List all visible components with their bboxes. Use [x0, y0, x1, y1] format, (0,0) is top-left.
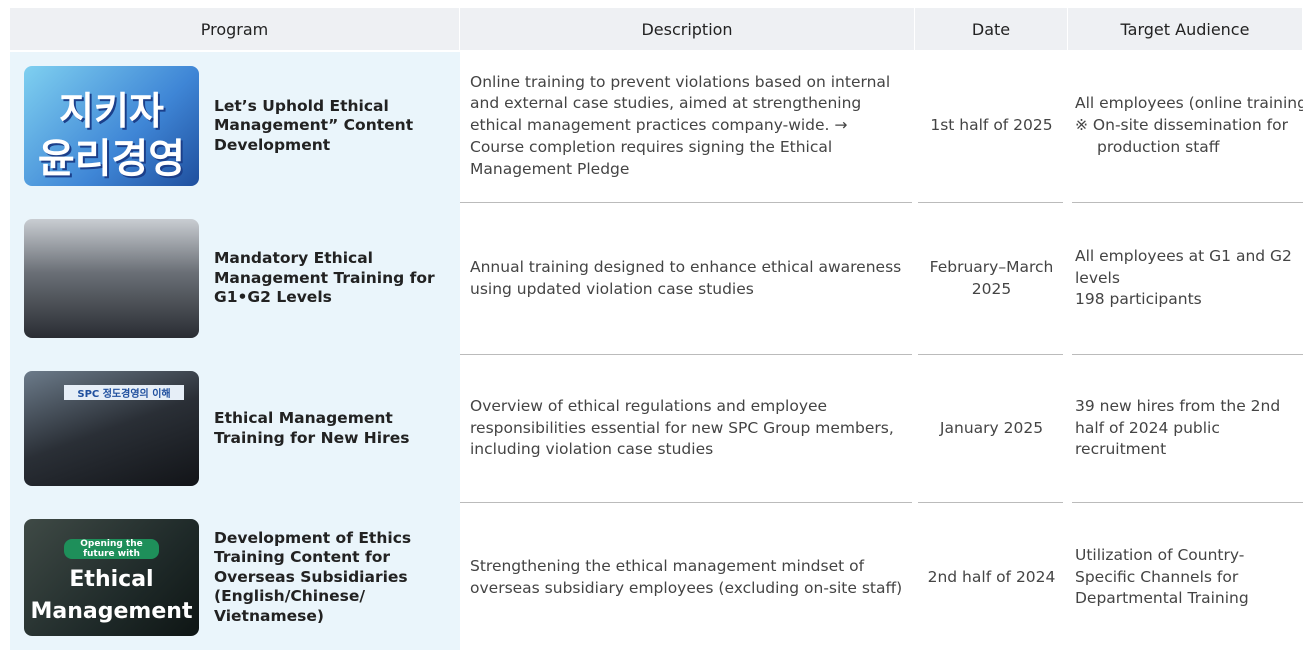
audience-text: 39 new hires from the 2nd half of 2024 p… [1075, 396, 1281, 459]
date: February–March 2025 [929, 257, 1054, 298]
description: Overview of ethical regulations and empl… [470, 396, 894, 459]
description: Online training to prevent violations ba… [470, 72, 891, 178]
target-audience: All employees (online training) ※ On-site… [1075, 52, 1303, 200]
program-image: Opening the future with Ethical Management [24, 519, 199, 636]
column-header: Date [915, 8, 1068, 50]
description: Strengthening the ethical management min… [470, 556, 903, 597]
row-separator [918, 202, 1063, 203]
row-separator [460, 502, 912, 503]
column-header: Target Audience [1068, 8, 1303, 50]
audience-text: All employees (online training) [1075, 94, 1303, 113]
program-image [24, 219, 199, 338]
target-audience: Utilization of Country-Specific Channels… [1075, 505, 1303, 650]
program-image: SPC 정도경영의 이해 [24, 371, 199, 486]
image-caption: Ethical [69, 567, 154, 592]
program-name: Let’s Uphold Ethical Management” Content… [214, 96, 414, 154]
image-caption: Management [30, 599, 193, 624]
program-name: Development of Ethics Training Content f… [214, 529, 412, 625]
audience-text: ※ On-site dissemination for production s… [1075, 116, 1288, 156]
date: 1st half of 2025 [930, 116, 1053, 135]
row-separator [918, 502, 1063, 503]
row-separator [1072, 354, 1303, 355]
date: 2nd half of 2024 [927, 567, 1056, 586]
image-caption: SPC 정도경영의 이해 [64, 385, 184, 400]
row-separator [1072, 202, 1303, 203]
column-header: Program [10, 8, 460, 50]
audience-text: 198 participants [1075, 290, 1202, 309]
description: Annual training designed to enhance ethi… [470, 257, 902, 298]
program-name: Ethical Management Training for New Hire… [214, 409, 410, 447]
image-caption: 윤리경영 [37, 136, 186, 182]
row-separator [460, 202, 912, 203]
program-image: 지키자 윤리경영 [24, 66, 199, 186]
row-separator [1072, 502, 1303, 503]
column-header: Description [460, 8, 915, 50]
row-separator [460, 354, 912, 355]
target-audience: 39 new hires from the 2nd half of 2024 p… [1075, 357, 1303, 500]
target-audience: All employees at G1 and G2 levels 198 par… [1075, 205, 1303, 352]
audience-text: All employees at G1 and G2 levels [1075, 246, 1292, 287]
program-name: Mandatory Ethical Management Training fo… [214, 249, 435, 307]
row-separator [918, 354, 1063, 355]
image-caption: 지키자 [59, 89, 164, 133]
image-caption: Opening the future with [64, 539, 159, 559]
audience-text: Utilization of Country-Specific Channels… [1075, 545, 1249, 608]
date: January 2025 [939, 418, 1044, 437]
